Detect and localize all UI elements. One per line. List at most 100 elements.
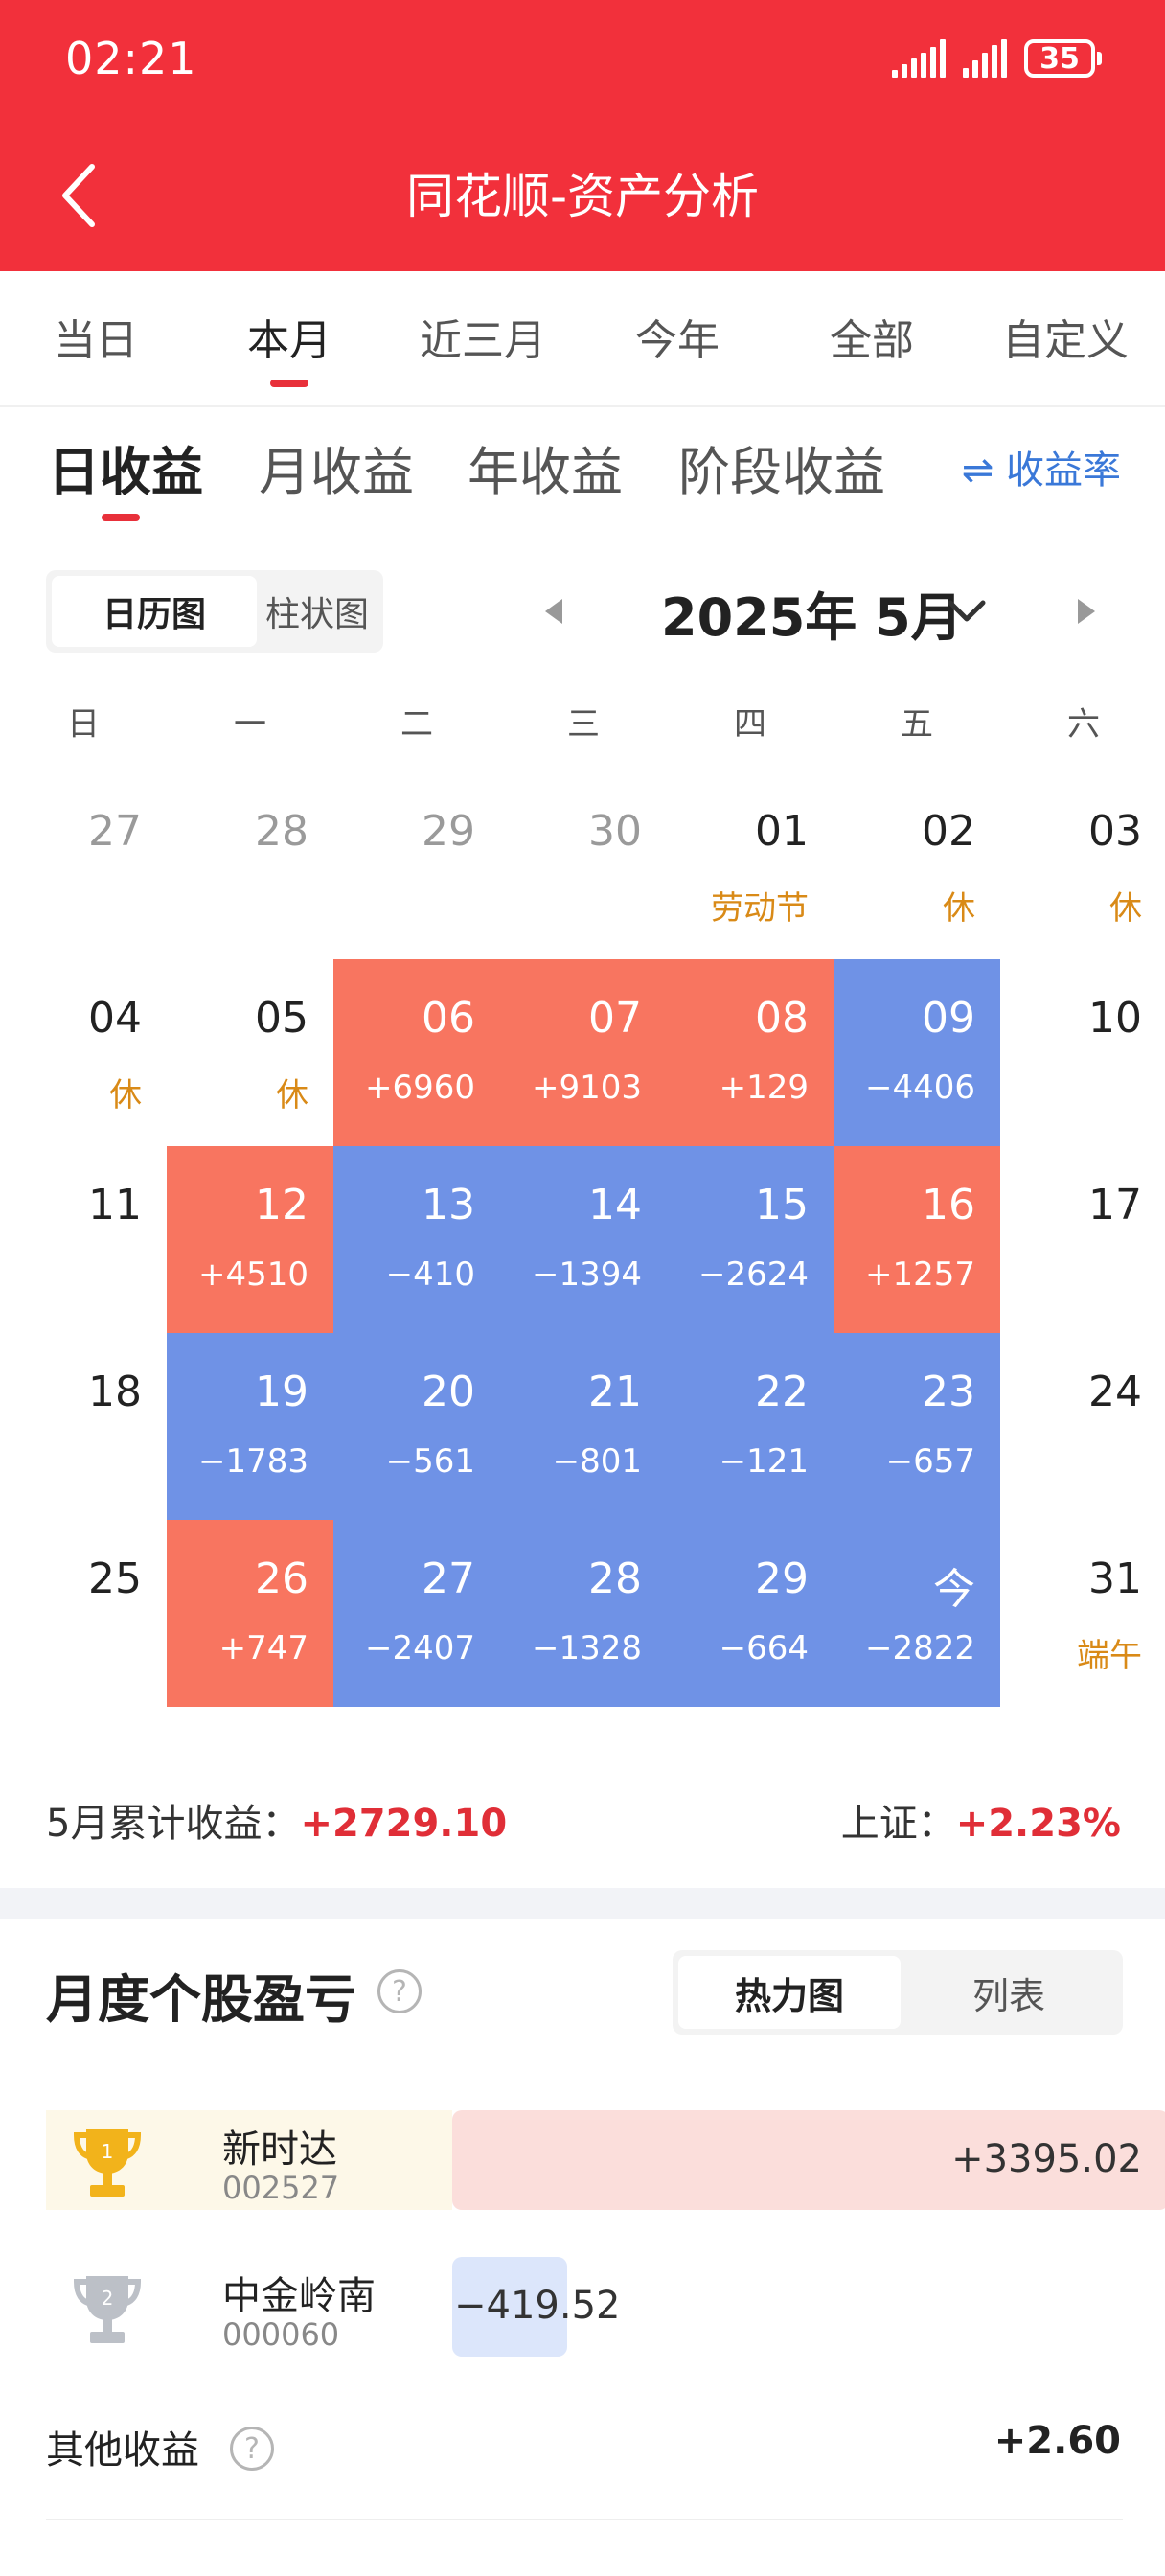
calendar-day[interactable]: 14 −1394 <box>500 1146 667 1333</box>
day-number: 28 <box>255 807 308 856</box>
calendar-day[interactable]: 25 <box>0 1520 167 1707</box>
next-month-button[interactable] <box>1065 573 1108 650</box>
calendar-day[interactable]: 27 <box>0 772 167 959</box>
day-pnl: −664 <box>719 1629 809 1668</box>
help-icon[interactable]: ? <box>377 1969 422 2013</box>
bar-view-button[interactable]: 柱状图 <box>264 595 369 634</box>
day-pnl: −4406 <box>864 1069 975 1107</box>
tab-three-months[interactable]: 近三月 <box>420 316 546 365</box>
calendar-day[interactable]: 08 +129 <box>667 959 834 1146</box>
pnl-bar: −419.52 <box>452 2257 620 2357</box>
heatmap-button[interactable]: 热力图 <box>678 1956 901 2029</box>
index-label: 上证： <box>840 1802 956 1846</box>
calendar-day[interactable]: 28 −1328 <box>500 1520 667 1707</box>
calendar-day[interactable]: 19 −1783 <box>167 1333 333 1520</box>
calendar-day[interactable]: 10 <box>1000 959 1165 1146</box>
calendar-day[interactable]: 06 +6960 <box>333 959 500 1146</box>
month-income-label: 5月累计收益： <box>46 1802 301 1846</box>
day-pnl: −121 <box>719 1442 809 1481</box>
day-number: 07 <box>588 994 642 1043</box>
day-number: 06 <box>422 994 475 1043</box>
weekday-sat: 六 <box>1067 705 1100 744</box>
calendar-day[interactable]: 05 休 <box>167 959 333 1146</box>
calendar-day[interactable]: 24 <box>1000 1333 1165 1520</box>
day-pnl: −1394 <box>531 1255 642 1294</box>
index-change: 上证：+2.23% <box>841 1792 1121 1848</box>
day-pnl: +6960 <box>364 1069 475 1107</box>
day-number: 08 <box>755 994 809 1043</box>
tab-this-month[interactable]: 本月 <box>247 316 331 365</box>
silver-trophy-icon: 2 <box>73 2276 142 2343</box>
month-label[interactable]: 2025年 5月 <box>661 587 963 648</box>
calendar-day[interactable]: 29 −664 <box>667 1520 834 1707</box>
pnl-value: −419.52 <box>454 2284 621 2328</box>
tab-this-year[interactable]: 今年 <box>635 316 720 365</box>
calendar-view-button[interactable]: 日历图 <box>52 576 257 647</box>
pnl-bar: +3395.02 <box>452 2110 1165 2210</box>
day-number: 23 <box>922 1368 975 1416</box>
triangle-right-icon <box>1078 599 1095 624</box>
list-button[interactable]: 列表 <box>971 1974 1045 2017</box>
day-number: 25 <box>88 1554 142 1603</box>
calendar-day[interactable]: 15 −2624 <box>667 1146 834 1333</box>
calendar-day[interactable]: 23 −657 <box>834 1333 1000 1520</box>
help-icon-other[interactable]: ? <box>230 2426 274 2471</box>
view-toggle: 日历图 柱状图 <box>46 570 383 653</box>
calendar-day[interactable]: 30 <box>500 772 667 959</box>
calendar-day[interactable]: 17 <box>1000 1146 1165 1333</box>
calendar-day[interactable]: 11 <box>0 1146 167 1333</box>
calendar-day[interactable]: 12 +4510 <box>167 1146 333 1333</box>
month-dropdown-button[interactable] <box>943 573 991 650</box>
stock-info: 1 新时达 002527 <box>46 2110 452 2210</box>
calendar-day[interactable]: 27 −2407 <box>333 1520 500 1707</box>
tab-daily-income[interactable]: 日收益 <box>48 442 203 502</box>
calendar-day[interactable]: 28 <box>167 772 333 959</box>
calendar-day[interactable]: 02 休 <box>834 772 1000 959</box>
bottom-divider <box>46 2518 1123 2520</box>
day-number: 12 <box>255 1181 308 1230</box>
stock-row-1[interactable]: 1 新时达 002527 +3395.02 <box>46 2110 1165 2210</box>
stock-name: 中金岭南 <box>222 2274 376 2318</box>
calendar-day[interactable]: 07 +9103 <box>500 959 667 1146</box>
day-number: 31 <box>1088 1554 1142 1603</box>
tab-monthly-income[interactable]: 月收益 <box>259 442 414 502</box>
calendar-day[interactable]: 18 <box>0 1333 167 1520</box>
tab-all[interactable]: 全部 <box>830 316 914 365</box>
pnl-value: +3395.02 <box>951 2137 1142 2181</box>
tab-custom[interactable]: 自定义 <box>1002 316 1129 365</box>
day-number: 04 <box>88 994 142 1043</box>
back-button[interactable] <box>50 161 107 230</box>
calendar-day[interactable]: 09 −4406 <box>834 959 1000 1146</box>
day-pnl: −801 <box>552 1442 642 1481</box>
status-indicators: 35 <box>892 36 1102 80</box>
day-pnl: −410 <box>385 1255 475 1294</box>
pnl-view-toggle: 热力图 列表 <box>673 1950 1123 2035</box>
calendar-day[interactable]: 22 −121 <box>667 1333 834 1520</box>
calendar-day[interactable]: 今 −2822 <box>834 1520 1000 1707</box>
day-number: 今 <box>933 1565 975 1614</box>
chevron-down-icon <box>948 600 986 622</box>
tab-yearly-income[interactable]: 年收益 <box>468 442 623 502</box>
calendar-day[interactable]: 21 −801 <box>500 1333 667 1520</box>
calendar-day[interactable]: 13 −410 <box>333 1146 500 1333</box>
calendar-day[interactable]: 29 <box>333 772 500 959</box>
calendar-day[interactable]: 26 +747 <box>167 1520 333 1707</box>
prev-month-button[interactable] <box>533 573 575 650</box>
calendar-day[interactable]: 20 −561 <box>333 1333 500 1520</box>
day-number: 18 <box>88 1368 142 1416</box>
calendar-day[interactable]: 03 休 <box>1000 772 1165 959</box>
index-value: +2.23% <box>955 1802 1121 1846</box>
stock-row-2[interactable]: 2 中金岭南 000060 −419.52 <box>46 2257 1123 2357</box>
rank-number: 1 <box>102 2140 114 2163</box>
day-pnl: −561 <box>385 1442 475 1481</box>
return-rate-toggle[interactable]: ⇌ 收益率 <box>961 448 1121 493</box>
day-number: 21 <box>588 1368 642 1416</box>
day-note: 休 <box>276 1076 308 1115</box>
calendar-day[interactable]: 01 劳动节 <box>667 772 834 959</box>
calendar-day[interactable]: 31 端午 <box>1000 1520 1165 1707</box>
calendar-day[interactable]: 16 +1257 <box>834 1146 1000 1333</box>
tab-stage-income[interactable]: 阶段收益 <box>678 442 885 502</box>
tab-today[interactable]: 当日 <box>54 316 138 365</box>
calendar-day[interactable]: 04 休 <box>0 959 167 1146</box>
day-number: 03 <box>1088 807 1142 856</box>
